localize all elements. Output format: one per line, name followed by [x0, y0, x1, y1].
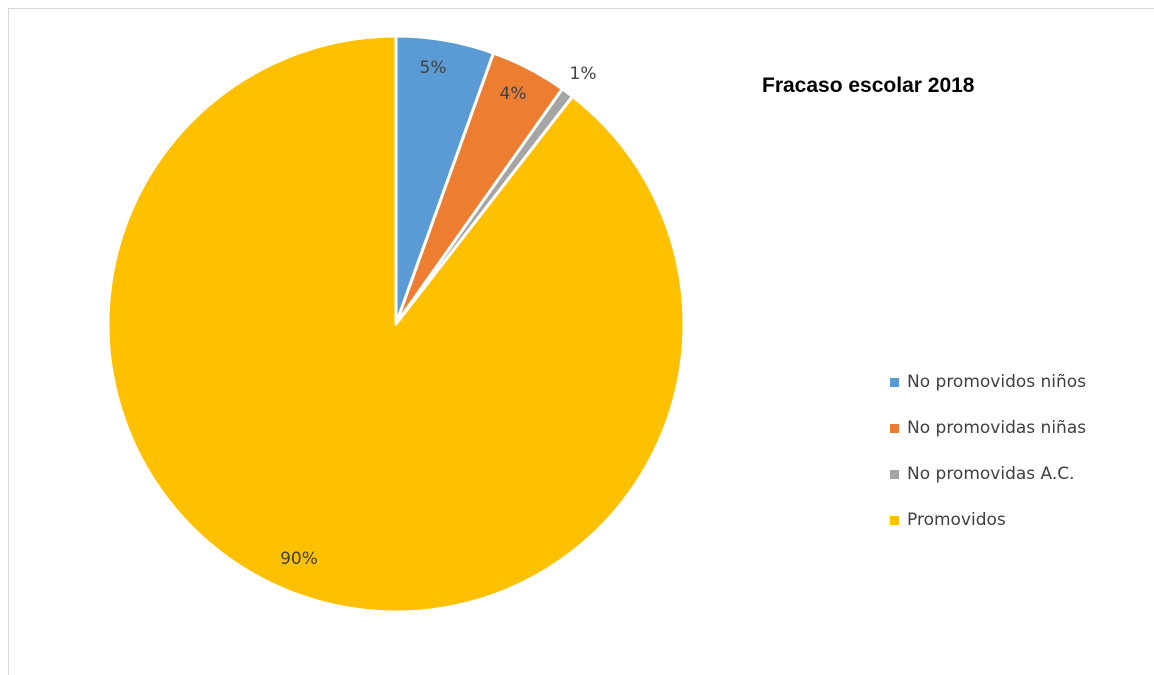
legend-swatch-3	[890, 469, 899, 479]
legend-label-1: No promovidos niños	[907, 372, 1087, 392]
legend-item-1: No promovidos niños	[890, 370, 1086, 394]
legend: No promovidos niños No promovidas niñas No…	[890, 370, 1086, 554]
legend-swatch-4	[890, 515, 899, 525]
data-label-4: 90%	[280, 549, 318, 569]
chart-title: Fracaso escolar 2018	[762, 74, 975, 97]
legend-swatch-2	[890, 423, 899, 433]
legend-item-3: No promovidas A.C.	[890, 462, 1086, 486]
legend-swatch-1	[890, 377, 899, 387]
legend-item-4: Promovidos	[890, 508, 1086, 532]
data-label-2: 4%	[500, 84, 527, 104]
legend-label-4: Promovidos	[907, 510, 1006, 530]
legend-label-2: No promovidas niñas	[907, 418, 1087, 438]
pie-slice-4	[106, 34, 686, 614]
chart-frame	[8, 8, 1154, 675]
data-label-1: 5%	[420, 58, 447, 78]
data-label-3: 1%	[570, 64, 597, 84]
pie-data-labels: 5% 4% 1% 90%	[280, 58, 596, 569]
pie-slices	[106, 34, 686, 614]
legend-item-2: No promovidas niñas	[890, 416, 1086, 440]
legend-label-3: No promovidas A.C.	[907, 464, 1075, 484]
